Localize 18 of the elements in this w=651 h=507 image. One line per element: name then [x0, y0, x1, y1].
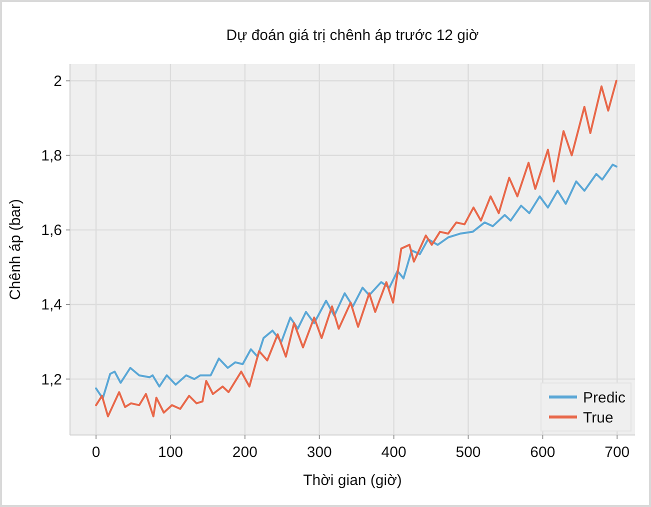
legend-label: True — [583, 409, 614, 426]
x-axis-title: Thời gian (giờ) — [303, 472, 402, 489]
y-tick-label: 1,8 — [41, 148, 62, 165]
x-tick-label: 700 — [604, 444, 630, 461]
y-tick-label: 2 — [54, 73, 62, 90]
x-tick-label: 600 — [530, 444, 556, 461]
x-tick-label: 200 — [232, 444, 258, 461]
x-tick-label: 400 — [381, 444, 406, 461]
x-tick-label: 0 — [92, 444, 100, 461]
x-tick-label: 100 — [158, 444, 184, 461]
y-tick-label: 1,2 — [41, 371, 62, 388]
y-axis-title: Chênh áp (bar) — [7, 199, 24, 300]
chart-title: Dự đoán giá trị chênh áp trước 12 giờ — [226, 27, 479, 44]
legend-label: Predic — [583, 389, 626, 406]
x-tick-label: 500 — [456, 444, 481, 461]
y-tick-label: 1,4 — [41, 296, 62, 314]
y-tick-label: 1,6 — [41, 222, 62, 240]
x-tick-label: 300 — [306, 444, 332, 461]
